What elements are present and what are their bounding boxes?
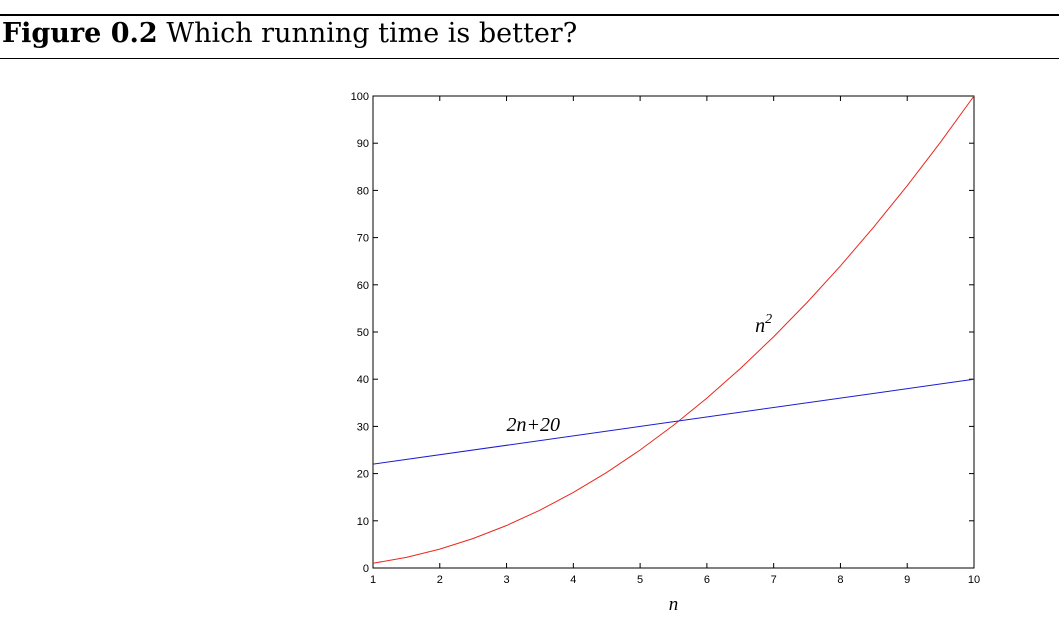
figure-title: Which running time is better? (166, 18, 578, 49)
y-tick-label: 20 (357, 469, 369, 481)
annotation-label: n2 (755, 312, 772, 337)
y-tick-label: 50 (357, 327, 369, 339)
y-tick-label: 30 (357, 421, 369, 433)
annotation-base: n (755, 315, 765, 337)
figure-caption: Figure 0.2 Which running time is better? (2, 18, 577, 49)
x-tick-label: 8 (837, 574, 843, 586)
y-tick-label: 70 (357, 233, 369, 245)
figure-number: Figure 0.2 (2, 18, 158, 49)
series-layer (372, 95, 975, 564)
annotation-superscript: 2 (765, 312, 772, 327)
annotation-base: 2n+20 (507, 414, 561, 436)
x-tick-label: 5 (637, 574, 643, 586)
annotation-layer: n2 2n+20 (507, 312, 773, 436)
axis-ticks (372, 95, 975, 569)
x-tick-label: 4 (570, 574, 576, 586)
y-tick-label: 60 (357, 280, 369, 292)
plot-frame (372, 95, 975, 569)
series-line-n-2 (372, 95, 975, 564)
x-tick-label: 6 (704, 574, 710, 586)
series-line-2n-20 (372, 378, 975, 465)
y-tick-label: 0 (363, 563, 369, 575)
y-tick-label: 80 (357, 185, 369, 197)
annotation-label: 2n+20 (507, 414, 561, 436)
y-tick-label: 10 (357, 516, 369, 528)
x-tick-label: 7 (771, 574, 777, 586)
x-axis-label: n (669, 594, 679, 615)
x-tick-label: 10 (968, 574, 980, 586)
caption-bottom-rule (0, 58, 1059, 59)
x-tick-label: 1 (370, 574, 376, 586)
y-tick-label: 90 (357, 138, 369, 150)
x-tick-label: 9 (904, 574, 910, 586)
y-tick-label: 100 (351, 91, 369, 103)
x-tick-label: 2 (437, 574, 443, 586)
x-tick-label: 3 (503, 574, 509, 586)
y-tick-label: 40 (357, 374, 369, 386)
caption-top-rule (0, 14, 1059, 16)
